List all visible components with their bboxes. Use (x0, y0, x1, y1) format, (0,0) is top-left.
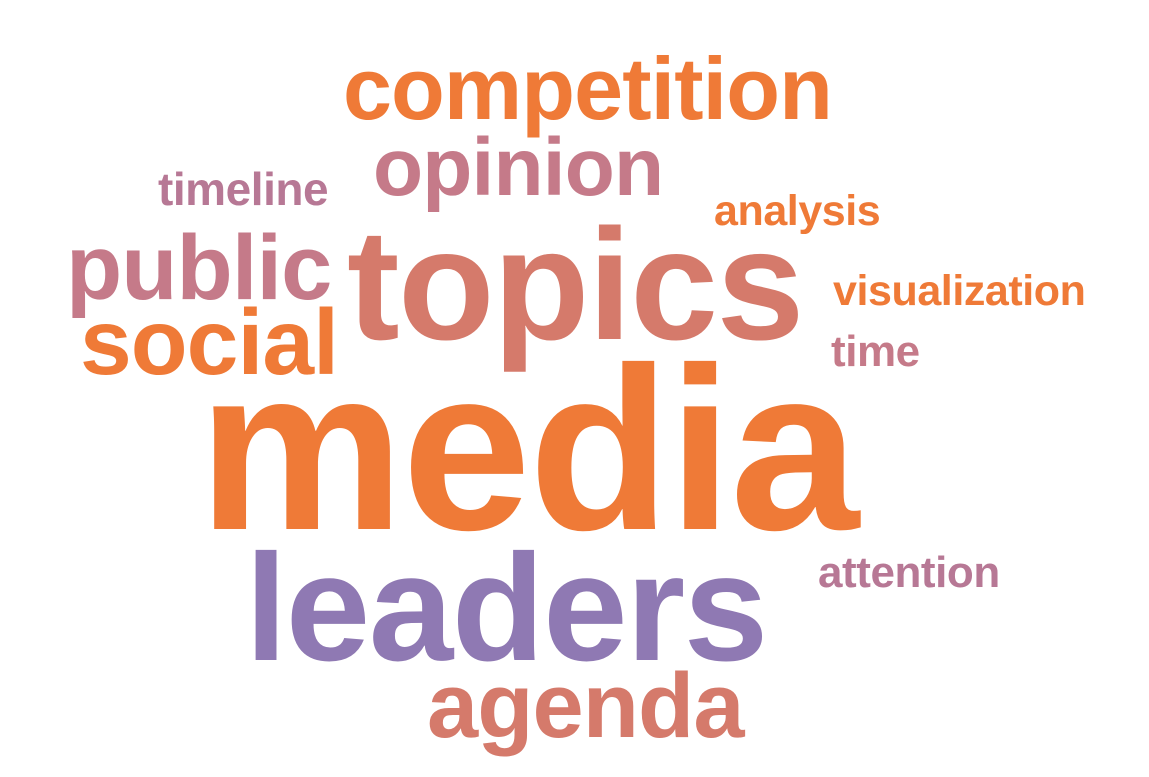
word-leaders: leaders (245, 523, 768, 693)
word-media: media (198, 320, 859, 579)
word-timeline: timeline (158, 163, 329, 215)
word-analysis: analysis (714, 187, 881, 235)
word-attention: attention (818, 548, 1000, 597)
word-time: time (831, 327, 920, 376)
word-public: public (66, 217, 332, 319)
word-opinion: opinion (373, 122, 664, 213)
word-visualization: visualization (833, 267, 1086, 315)
word-social: social (80, 290, 339, 394)
word-competition: competition (343, 39, 833, 138)
word-topics: topics (347, 197, 804, 373)
word-agenda: agenda (427, 655, 744, 757)
